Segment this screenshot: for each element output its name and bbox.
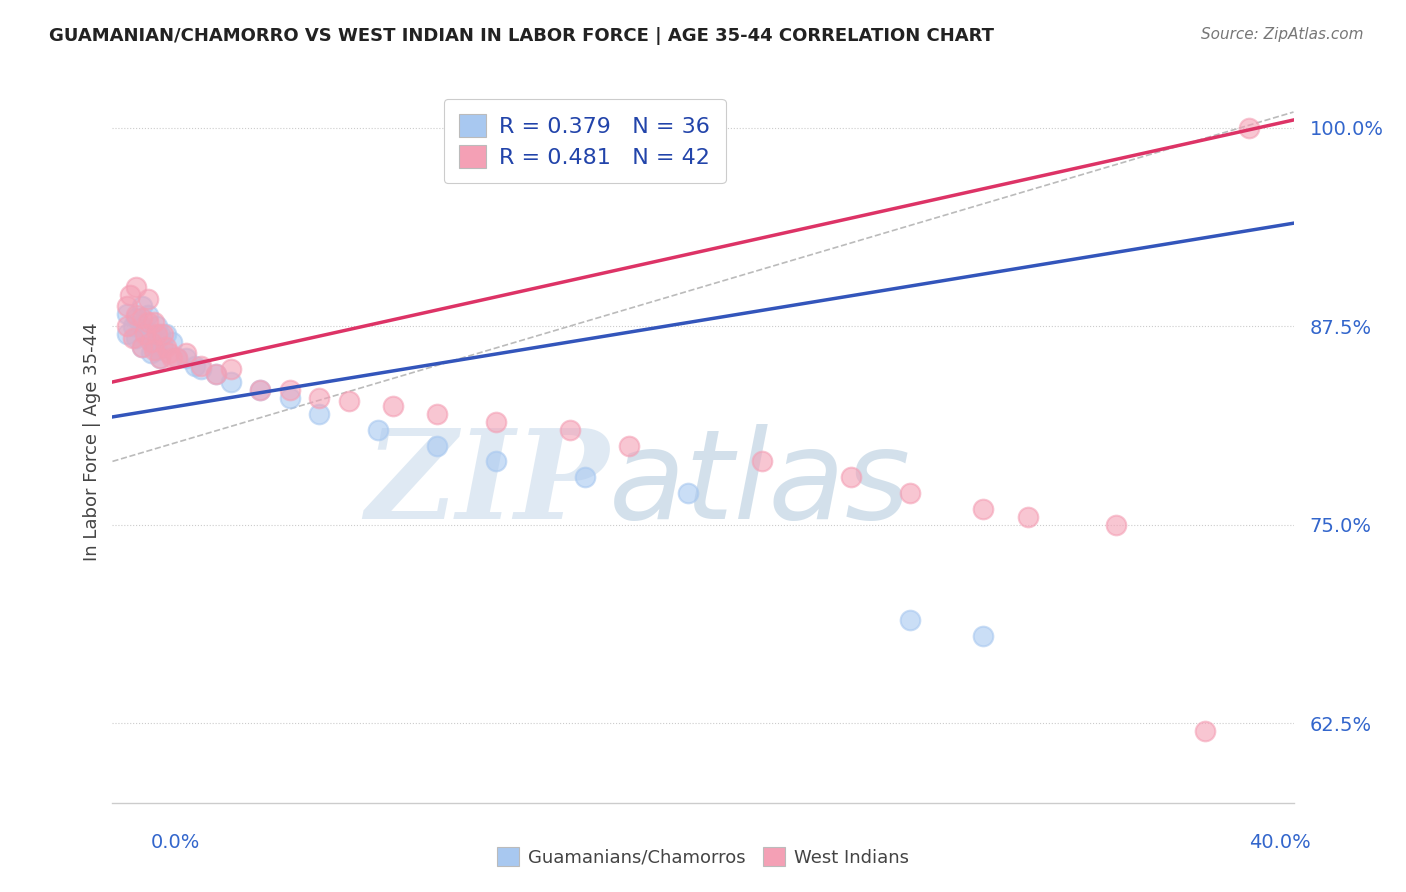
Point — [166, 351, 188, 366]
Text: 40.0%: 40.0% — [1249, 833, 1310, 853]
Point — [142, 315, 165, 329]
Point — [973, 629, 995, 643]
Point — [146, 327, 169, 342]
Point — [839, 470, 862, 484]
Point — [146, 343, 169, 358]
Point — [205, 367, 228, 381]
Point — [485, 415, 508, 429]
Point — [125, 279, 148, 293]
Point — [249, 383, 271, 397]
Point — [166, 351, 188, 366]
Point — [278, 391, 301, 405]
Point — [205, 367, 228, 381]
Point — [1194, 724, 1216, 739]
Point — [678, 486, 700, 500]
Point — [155, 327, 177, 342]
Point — [139, 327, 162, 342]
Point — [120, 287, 142, 301]
Point — [117, 319, 138, 334]
Point — [219, 362, 242, 376]
Point — [131, 319, 153, 334]
Point — [131, 299, 153, 313]
Text: GUAMANIAN/CHAMORRO VS WEST INDIAN IN LABOR FORCE | AGE 35-44 CORRELATION CHART: GUAMANIAN/CHAMORRO VS WEST INDIAN IN LAB… — [49, 27, 994, 45]
Point — [898, 613, 921, 627]
Text: Source: ZipAtlas.com: Source: ZipAtlas.com — [1201, 27, 1364, 42]
Point — [131, 311, 153, 326]
Point — [219, 375, 242, 389]
Point — [117, 299, 138, 313]
Y-axis label: In Labor Force | Age 35-44: In Labor Force | Age 35-44 — [83, 322, 101, 561]
Point — [136, 327, 159, 342]
Point — [142, 337, 165, 351]
Point — [174, 351, 197, 366]
Point — [619, 438, 641, 452]
Point — [558, 423, 582, 437]
Point — [136, 308, 159, 322]
Point — [308, 407, 330, 421]
Point — [125, 311, 148, 326]
Point — [136, 315, 159, 329]
Point — [973, 502, 995, 516]
Point — [574, 470, 596, 484]
Point — [1017, 510, 1039, 524]
Text: 0.0%: 0.0% — [150, 833, 201, 853]
Point — [160, 335, 183, 350]
Point — [1239, 120, 1261, 135]
Point — [131, 340, 153, 354]
Point — [160, 351, 183, 366]
Point — [278, 383, 301, 397]
Point — [149, 351, 172, 366]
Point — [117, 307, 138, 321]
Point — [1105, 517, 1128, 532]
Point — [337, 394, 360, 409]
Point — [146, 319, 169, 334]
Point — [190, 362, 212, 376]
Text: atlas: atlas — [609, 425, 911, 545]
Point — [117, 327, 138, 342]
Legend: R = 0.379   N = 36, R = 0.481   N = 42: R = 0.379 N = 36, R = 0.481 N = 42 — [444, 99, 725, 183]
Point — [125, 330, 148, 344]
Legend: Guamanians/Chamorros, West Indians: Guamanians/Chamorros, West Indians — [489, 840, 917, 874]
Point — [139, 335, 162, 350]
Point — [131, 340, 153, 354]
Point — [751, 454, 773, 468]
Point — [184, 359, 207, 373]
Point — [190, 359, 212, 373]
Point — [142, 343, 165, 358]
Point — [157, 346, 180, 360]
Point — [122, 330, 145, 344]
Point — [249, 383, 271, 397]
Point — [155, 340, 177, 354]
Point — [382, 399, 405, 413]
Text: ZIP: ZIP — [364, 424, 609, 546]
Point — [139, 346, 162, 360]
Point — [308, 391, 330, 405]
Point — [485, 454, 508, 468]
Point — [134, 327, 156, 342]
Point — [898, 486, 921, 500]
Point — [125, 308, 148, 322]
Point — [149, 327, 172, 342]
Point — [152, 340, 174, 354]
Point — [426, 407, 449, 421]
Point — [149, 351, 172, 366]
Point — [152, 327, 174, 342]
Point — [367, 423, 389, 437]
Point — [174, 346, 197, 360]
Point — [122, 319, 145, 334]
Point — [136, 293, 159, 307]
Point — [426, 438, 449, 452]
